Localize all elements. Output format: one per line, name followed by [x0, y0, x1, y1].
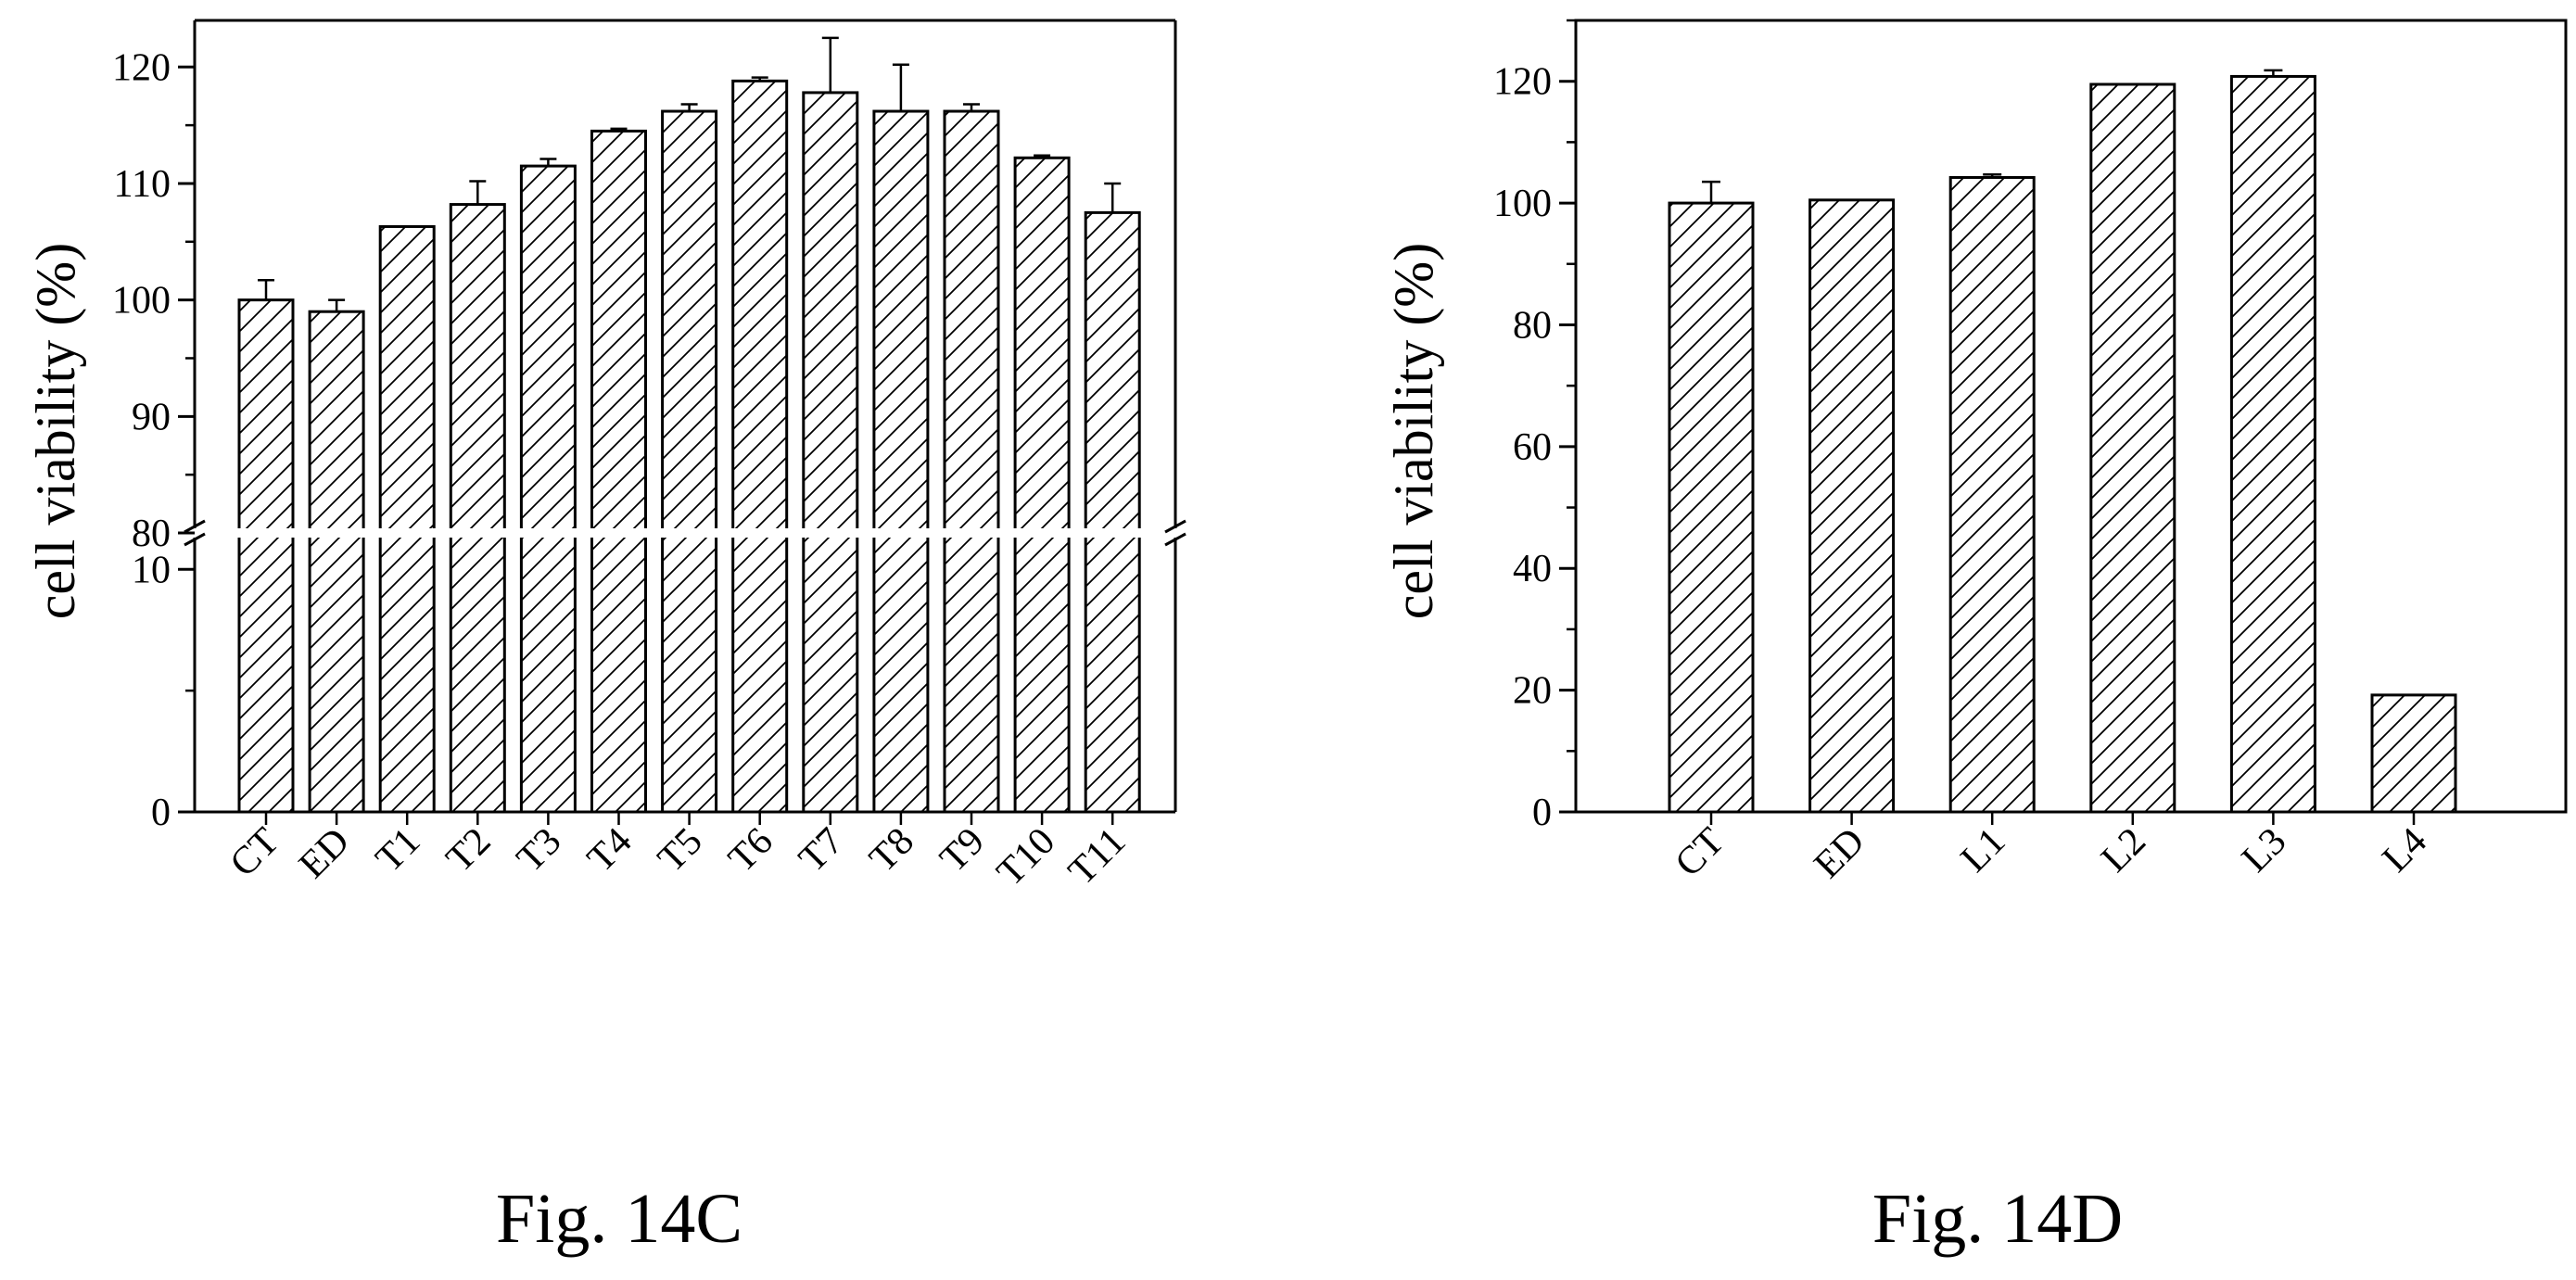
bar-ct: [1668, 201, 1755, 814]
figure-caption-14c: Fig. 14C: [496, 1180, 742, 1258]
bars-14d: [1668, 74, 2457, 814]
axes-14d: [1559, 19, 2568, 825]
bar-t9: [943, 109, 1000, 814]
y-tick-label: 10: [132, 549, 171, 591]
x-tick-label: T8: [861, 820, 922, 881]
bar-l2: [2089, 82, 2176, 814]
x-tick-label: CT: [222, 820, 287, 885]
y-tick-label: 0: [1532, 792, 1552, 834]
y-tick-label: 80: [1513, 304, 1552, 347]
bar-t2: [449, 203, 506, 814]
x-tick-label: T11: [1060, 820, 1134, 893]
y-tick-label: 60: [1513, 426, 1552, 469]
axes-14c: [176, 19, 1194, 825]
plot-frame: [1574, 19, 2568, 814]
bar-t8: [872, 109, 930, 814]
x-tick-label: T10: [989, 820, 1063, 894]
axis-break-mark: [1164, 519, 1186, 534]
x-tick-label: T3: [509, 820, 570, 881]
x-tick-label: L4: [2375, 820, 2436, 881]
y-tick-label: 80: [132, 513, 171, 555]
x-tick-label: T2: [438, 820, 500, 881]
bar-ed: [1808, 198, 1896, 814]
x-tick-label: T6: [720, 820, 781, 881]
x-tick-label: ED: [1807, 820, 1873, 887]
y-tick-label: 40: [1513, 548, 1552, 590]
axis-break-mark: [184, 519, 206, 534]
y-tick-label: 0: [151, 792, 171, 834]
y-tick-label: 110: [114, 163, 171, 206]
error-bars-14c: [258, 36, 1122, 312]
y-tick-label: 100: [1493, 183, 1552, 225]
bar-t3: [519, 164, 577, 814]
chart-14d: CT ED L1 L2 L3 L4 0 20 40 60 80 100 120 cell viabili…: [1383, 19, 2568, 1258]
x-tick-label: T9: [933, 820, 994, 881]
y-tick-label: 120: [1493, 61, 1552, 104]
bar-ed: [308, 310, 365, 814]
bar-l4: [2370, 693, 2457, 814]
bar-ct: [237, 298, 295, 814]
y-tick-label: 20: [1513, 670, 1552, 713]
y-axis-title-14d: cell viability (%): [1383, 243, 1444, 620]
bar-t4: [590, 129, 647, 814]
x-tick-label: T1: [368, 820, 429, 881]
x-tick-label: T7: [791, 820, 852, 881]
bar-t10: [1013, 156, 1071, 814]
bar-l1: [1948, 175, 2036, 814]
x-tick-label: T4: [579, 820, 641, 881]
bar-l3: [2229, 74, 2316, 814]
y-tick-label: 120: [112, 46, 171, 89]
figure-caption-14d: Fig. 14D: [1872, 1180, 2123, 1258]
x-tick-label: ED: [291, 820, 358, 887]
axis-break-gap: [176, 528, 1194, 538]
y-axis-title-14c: cell viability (%): [25, 243, 86, 620]
x-tick-label: CT: [1668, 820, 1732, 885]
error-bars-14d: [1702, 69, 2283, 204]
x-tick-label: L3: [2234, 820, 2295, 881]
bar-t6: [731, 79, 789, 814]
bar-t11: [1084, 210, 1141, 814]
bars-14c: [237, 79, 1141, 814]
y-tick-label: 90: [132, 396, 171, 438]
y-tick-label: 100: [112, 280, 171, 323]
x-tick-label: L1: [1953, 820, 2014, 881]
bar-t5: [661, 109, 718, 814]
x-tick-label: T5: [650, 820, 711, 881]
axis-break-mark: [184, 532, 206, 547]
bar-t1: [378, 224, 436, 814]
axis-break-mark: [1164, 532, 1186, 547]
x-tick-label: L2: [2093, 820, 2154, 881]
bar-t7: [802, 91, 859, 814]
